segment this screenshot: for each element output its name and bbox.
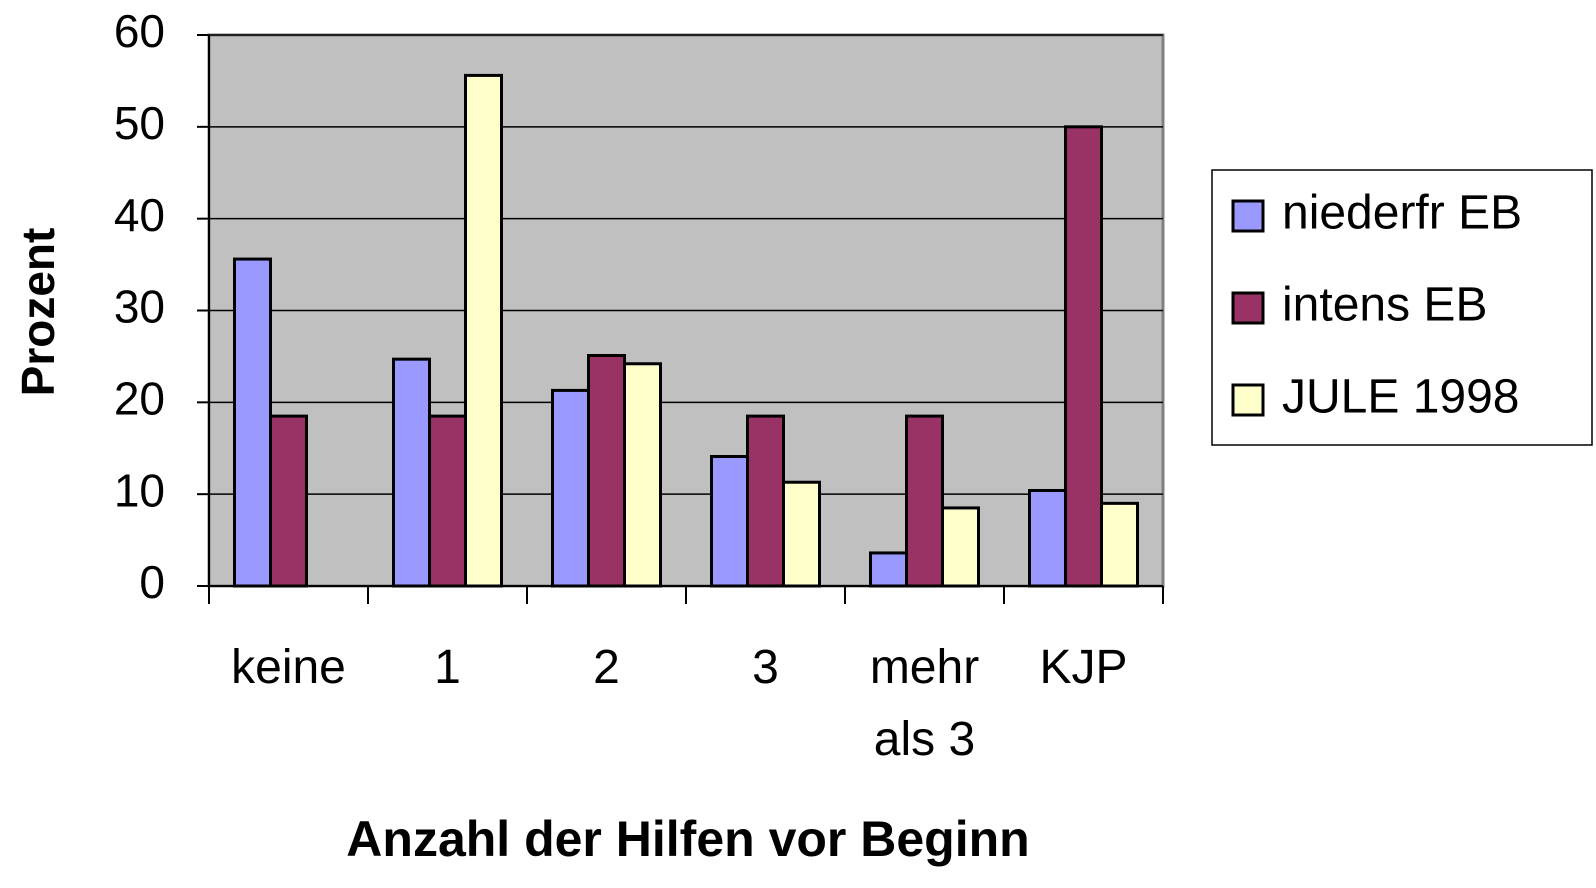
- x-axis-label: Anzahl der Hilfen vor Beginn: [346, 811, 1029, 867]
- y-axis-label: Prozent: [12, 228, 64, 397]
- legend-swatch: [1231, 199, 1265, 233]
- bar: [623, 362, 662, 588]
- legend-swatch: [1231, 291, 1265, 325]
- bar: [233, 257, 272, 588]
- y-tick-label: 40: [114, 189, 165, 241]
- x-tick-label: 1: [434, 641, 461, 694]
- x-tick-label: 2: [593, 641, 620, 694]
- bar: [551, 388, 590, 588]
- x-tick-label: mehr als 3: [869, 641, 980, 766]
- y-tick-label: 50: [114, 97, 165, 149]
- bar: [587, 353, 626, 588]
- legend-label: niederfr EB: [1282, 187, 1522, 240]
- bar: [269, 414, 308, 588]
- bar: [1100, 501, 1139, 588]
- y-tick-label: 10: [114, 464, 165, 516]
- bar: [941, 506, 980, 588]
- legend-swatch: [1231, 383, 1265, 417]
- y-tick-label: 30: [114, 281, 165, 333]
- x-tick-label: keine: [231, 641, 346, 694]
- legend-label: intens EB: [1282, 279, 1487, 332]
- bar: [1028, 488, 1067, 588]
- y-tick-label: 0: [139, 556, 165, 608]
- legend-box: [1211, 169, 1593, 446]
- bar: [869, 551, 908, 588]
- bar: [464, 73, 503, 588]
- bar: [1064, 125, 1103, 588]
- bar: [710, 455, 749, 588]
- bar: [428, 414, 467, 588]
- y-tick-label: 60: [114, 5, 165, 57]
- x-tick-label: 3: [752, 641, 779, 694]
- bar: [746, 414, 785, 588]
- y-tick-label: 20: [114, 372, 165, 424]
- bar: [905, 414, 944, 588]
- bar: [782, 480, 821, 588]
- legend-label: JULE 1998: [1282, 371, 1520, 424]
- bar: [392, 357, 431, 588]
- x-tick-label: KJP: [1039, 641, 1128, 694]
